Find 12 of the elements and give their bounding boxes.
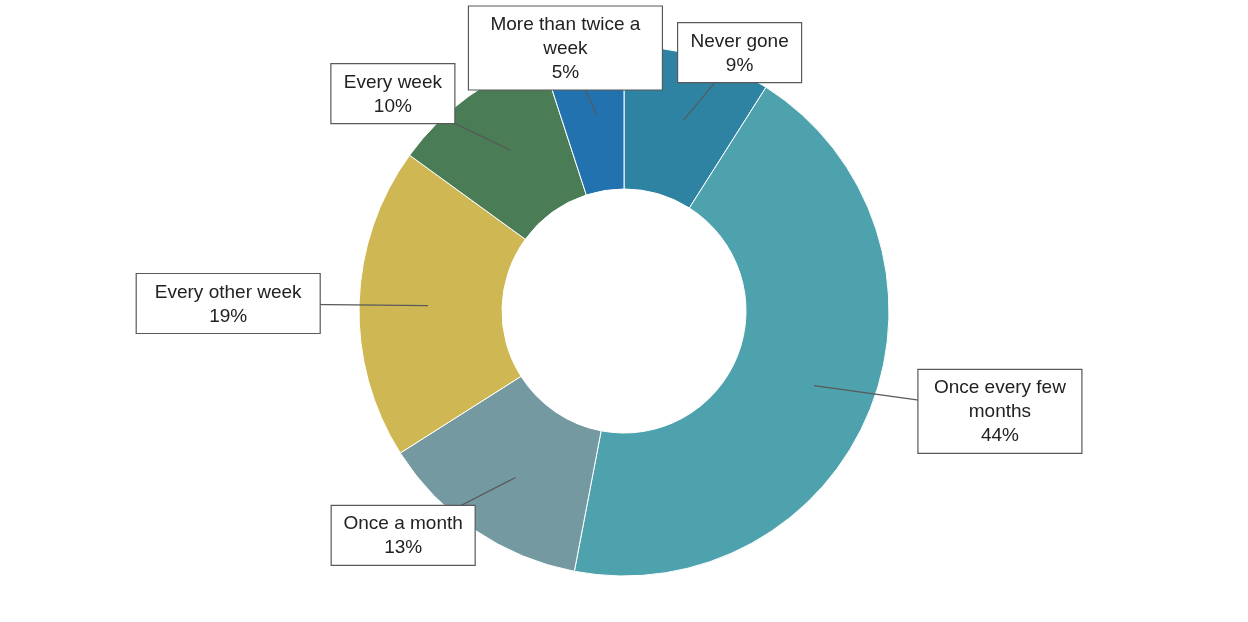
- slice-label: Every other week: [154, 280, 303, 302]
- data-label: 5%: [551, 61, 580, 82]
- data-label: 13%: [384, 536, 423, 558]
- data-label: 10%: [373, 94, 412, 116]
- slice-label: Once a month: [343, 512, 463, 534]
- slice-label: Once every few months: [933, 376, 1067, 422]
- data-label: 44%: [980, 424, 1020, 446]
- slice-label: Every week: [343, 70, 443, 92]
- slice-label: More than twice a week: [490, 13, 641, 58]
- data-label: 9%: [725, 53, 754, 75]
- slice-label: Never gone: [690, 29, 789, 51]
- data-label: 19%: [209, 304, 248, 326]
